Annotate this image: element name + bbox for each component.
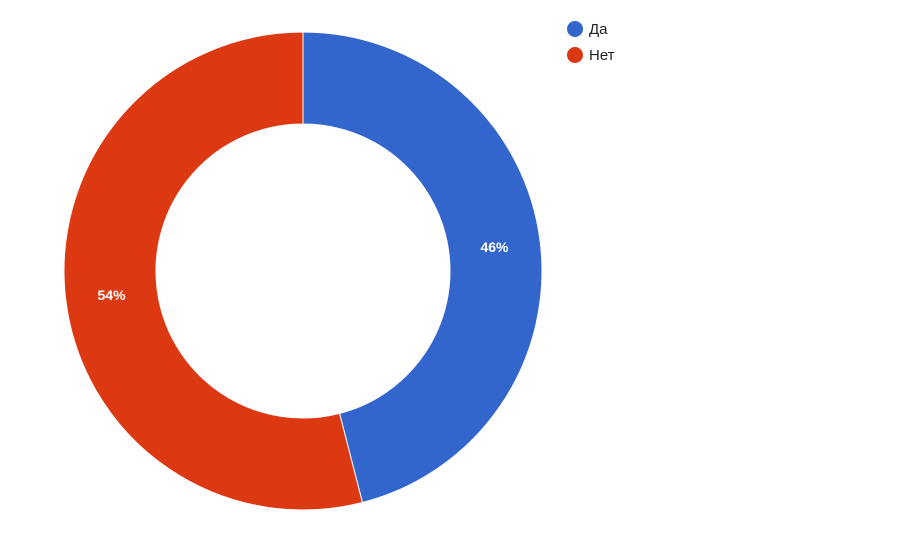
legend-swatch-no (567, 47, 583, 63)
legend-label-no: Нет (589, 46, 615, 64)
legend-swatch-yes (567, 21, 583, 37)
slice-label-no: 54% (98, 287, 127, 303)
legend-item-no: Нет (567, 42, 615, 68)
slice-yes (302, 31, 543, 504)
legend-item-yes: Да (567, 16, 615, 42)
legend-label-yes: Да (589, 20, 608, 38)
slice-label-yes: 46% (480, 239, 509, 255)
slice-no (63, 31, 364, 511)
chart-legend: Да Нет (567, 16, 615, 68)
